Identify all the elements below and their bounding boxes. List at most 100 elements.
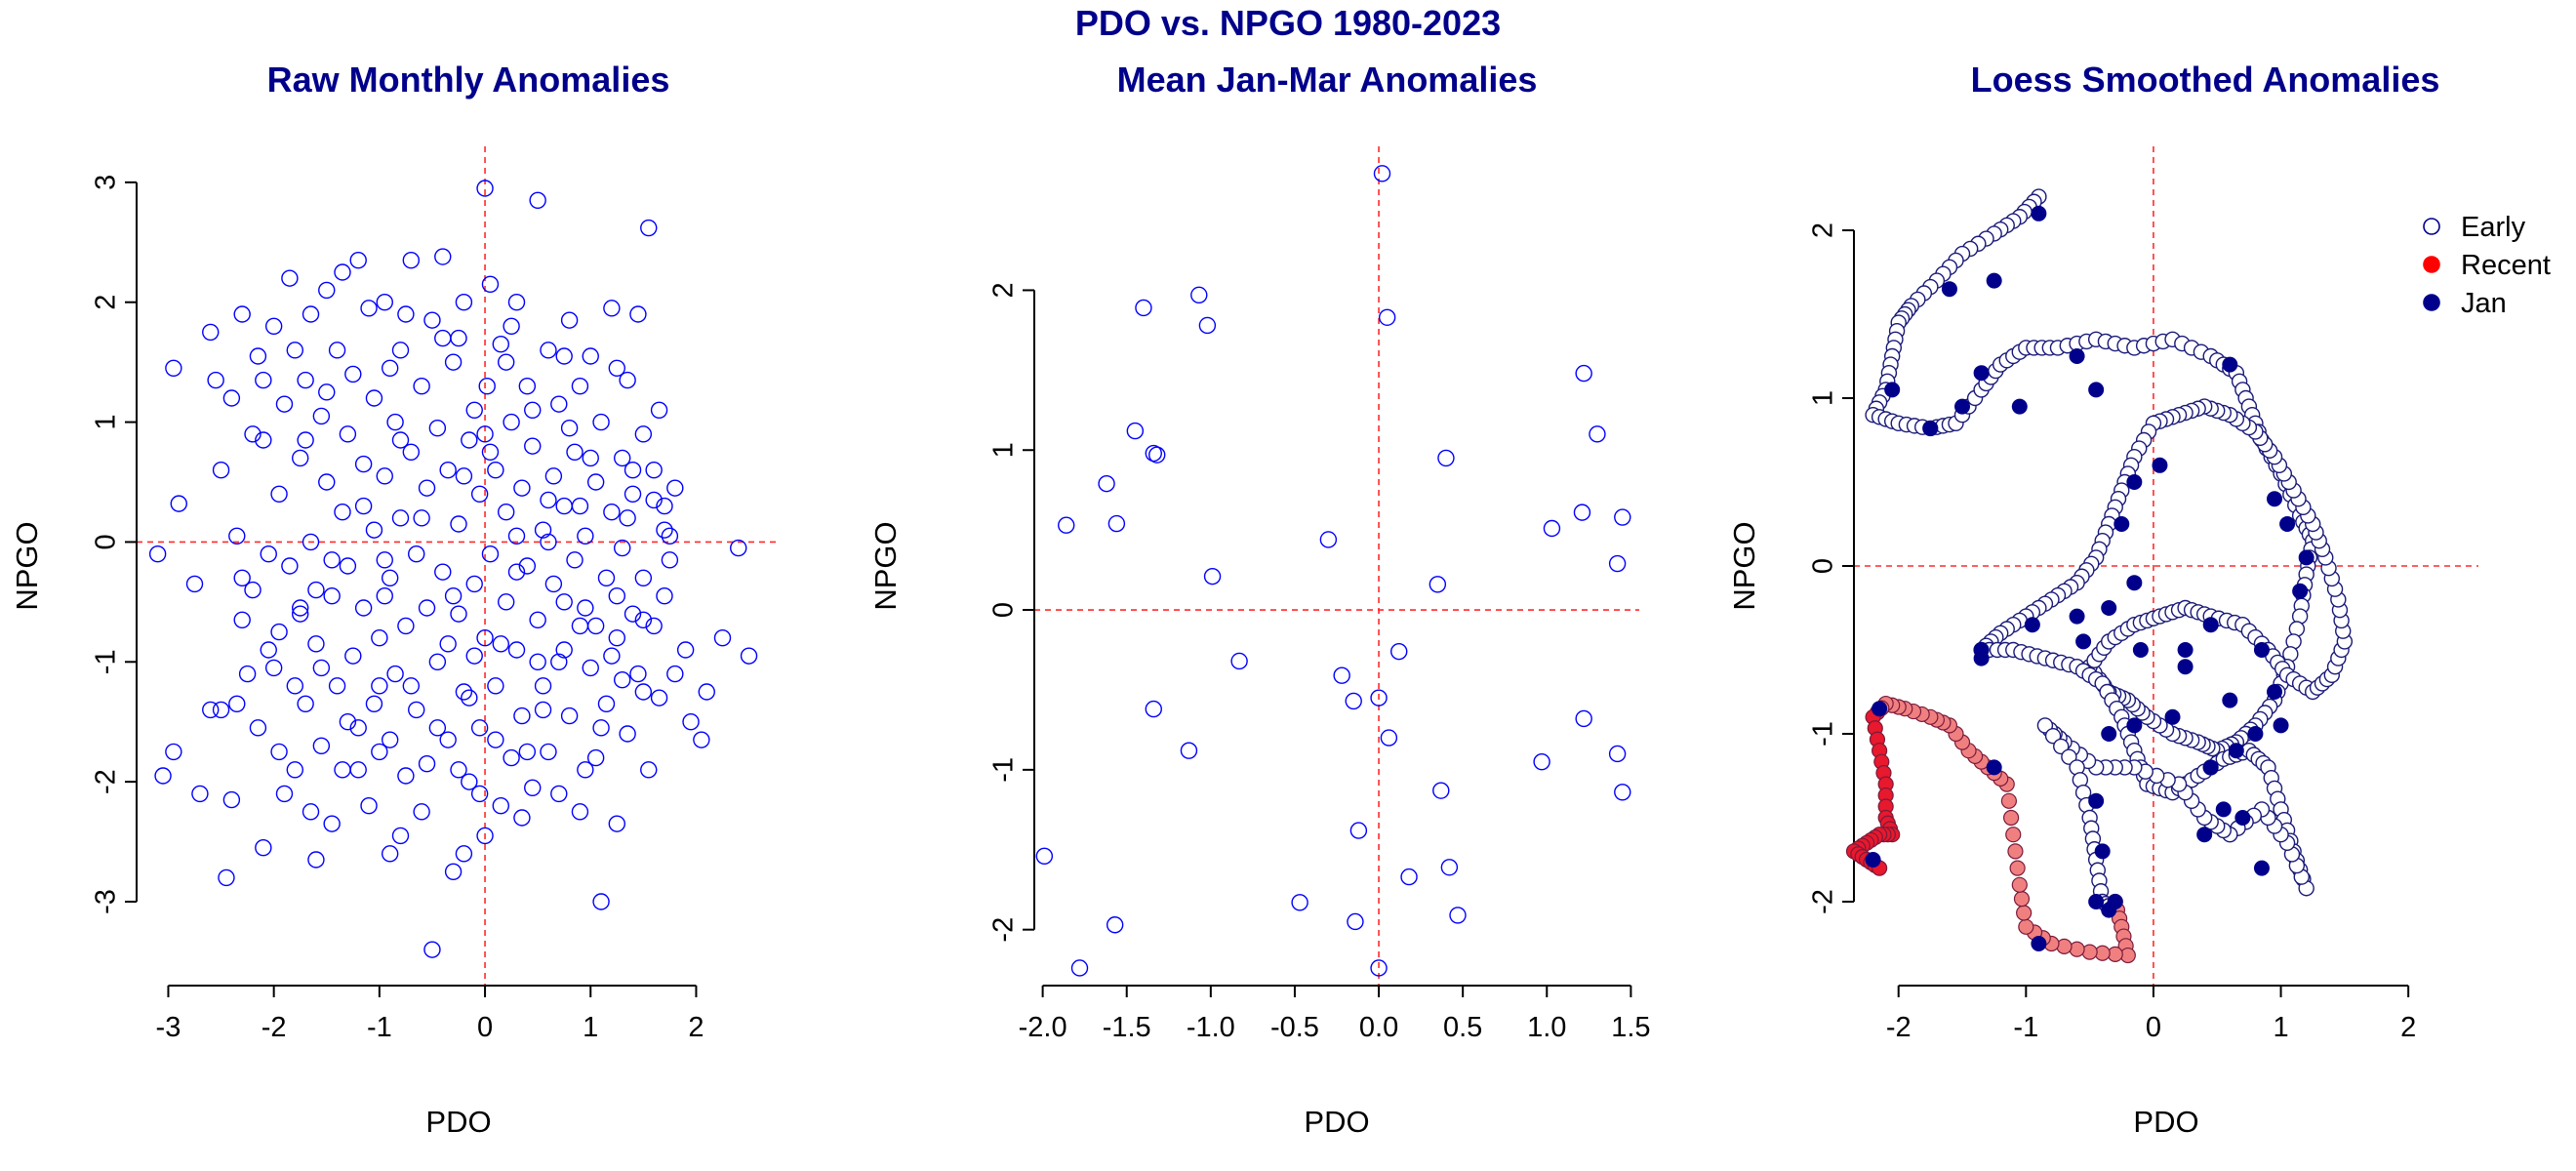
jan-point bbox=[2088, 894, 2105, 909]
y-tick-label: 1 bbox=[988, 442, 1020, 458]
data-point bbox=[1573, 504, 1591, 521]
data-point bbox=[281, 269, 299, 287]
data-point bbox=[1614, 508, 1631, 526]
data-point bbox=[244, 581, 262, 599]
data-point bbox=[645, 491, 663, 509]
y-tick-label: -1 bbox=[1808, 721, 1839, 747]
data-point bbox=[586, 617, 605, 635]
data-point bbox=[191, 785, 209, 803]
data-point bbox=[1608, 745, 1627, 763]
data-point bbox=[555, 593, 573, 611]
x-tick-label: 1.0 bbox=[1527, 1012, 1566, 1043]
data-point bbox=[666, 479, 684, 497]
data-point bbox=[492, 336, 509, 353]
data-point bbox=[1575, 364, 1592, 383]
y-tick-label: 1 bbox=[1808, 390, 1839, 406]
data-point bbox=[497, 504, 515, 521]
data-point bbox=[270, 485, 288, 503]
data-point bbox=[323, 587, 341, 605]
jan-point bbox=[2088, 382, 2105, 398]
jan-point bbox=[1884, 382, 1901, 398]
data-point bbox=[503, 413, 520, 431]
data-point bbox=[634, 425, 653, 443]
data-point bbox=[428, 653, 447, 670]
data-point bbox=[354, 497, 373, 515]
jan-point bbox=[1973, 365, 1990, 382]
jan-point bbox=[2101, 902, 2117, 918]
early-point bbox=[2044, 727, 2062, 745]
data-point bbox=[577, 527, 594, 545]
data-point bbox=[286, 761, 303, 779]
data-point bbox=[571, 497, 589, 515]
recent-point bbox=[2069, 941, 2085, 957]
data-point bbox=[497, 593, 515, 611]
data-point bbox=[297, 371, 314, 389]
data-point bbox=[481, 443, 500, 461]
data-point bbox=[1608, 554, 1627, 573]
data-point bbox=[1145, 700, 1162, 718]
data-point bbox=[1058, 516, 1075, 534]
data-point bbox=[185, 575, 204, 593]
jan-point bbox=[2113, 516, 2130, 532]
data-point bbox=[450, 761, 467, 779]
x-tick-label: 0.0 bbox=[1359, 1012, 1398, 1043]
data-point bbox=[444, 863, 463, 880]
data-point bbox=[603, 300, 621, 317]
data-point bbox=[307, 851, 325, 868]
jan-point bbox=[2247, 726, 2264, 742]
recent-point bbox=[2000, 792, 2018, 809]
data-point bbox=[233, 569, 251, 586]
data-point bbox=[292, 599, 309, 617]
data-point bbox=[577, 599, 594, 617]
data-point bbox=[571, 617, 589, 635]
data-point bbox=[571, 803, 589, 821]
data-point bbox=[550, 653, 568, 670]
data-point bbox=[339, 425, 357, 443]
data-point bbox=[371, 629, 388, 647]
panel-mean-jan-mar: Mean Jan-Mar Anomalies -2.0 -1.5 -1.0 -0.5 0.… bbox=[859, 0, 1717, 1171]
data-point bbox=[349, 252, 367, 269]
data-point bbox=[740, 647, 758, 665]
data-point bbox=[228, 695, 246, 712]
data-point bbox=[518, 378, 537, 395]
data-point bbox=[455, 467, 473, 485]
x-tick-label: 0 bbox=[2146, 1012, 2161, 1043]
data-point bbox=[560, 707, 579, 725]
data-point bbox=[165, 743, 182, 761]
jan-point bbox=[2228, 743, 2244, 759]
data-point bbox=[328, 342, 346, 359]
y-tick-label: 2 bbox=[1808, 222, 1839, 238]
jan-point bbox=[2177, 642, 2194, 658]
data-point bbox=[318, 473, 336, 491]
data-point bbox=[238, 665, 257, 683]
data-point bbox=[222, 389, 241, 407]
data-point bbox=[481, 545, 500, 563]
data-point bbox=[603, 504, 621, 521]
data-point bbox=[428, 420, 447, 437]
data-point bbox=[624, 462, 642, 479]
data-point bbox=[513, 707, 531, 725]
data-point bbox=[170, 495, 187, 512]
data-point bbox=[413, 509, 430, 527]
data-point bbox=[444, 587, 463, 605]
data-point bbox=[275, 785, 294, 803]
chart-svg: Mean Jan-Mar Anomalies -2.0 -1.5 -1.0 -0.5 0.… bbox=[868, 60, 1651, 1139]
data-point bbox=[1345, 692, 1362, 710]
data-point bbox=[614, 539, 631, 557]
data-point bbox=[264, 659, 283, 677]
data-point bbox=[529, 611, 546, 628]
data-point bbox=[450, 329, 467, 347]
data-point bbox=[503, 748, 520, 767]
recent-point bbox=[2009, 860, 2026, 876]
x-tick-label: -1 bbox=[367, 1012, 392, 1043]
jan-point bbox=[2024, 617, 2040, 633]
data-point bbox=[307, 581, 325, 599]
legend-marker bbox=[2423, 294, 2440, 311]
data-point bbox=[418, 599, 436, 617]
data-point bbox=[586, 473, 605, 491]
data-point bbox=[487, 731, 504, 748]
data-point bbox=[439, 462, 457, 479]
early-point bbox=[2036, 717, 2054, 734]
data-point bbox=[461, 689, 478, 707]
jan-point bbox=[2088, 792, 2105, 809]
